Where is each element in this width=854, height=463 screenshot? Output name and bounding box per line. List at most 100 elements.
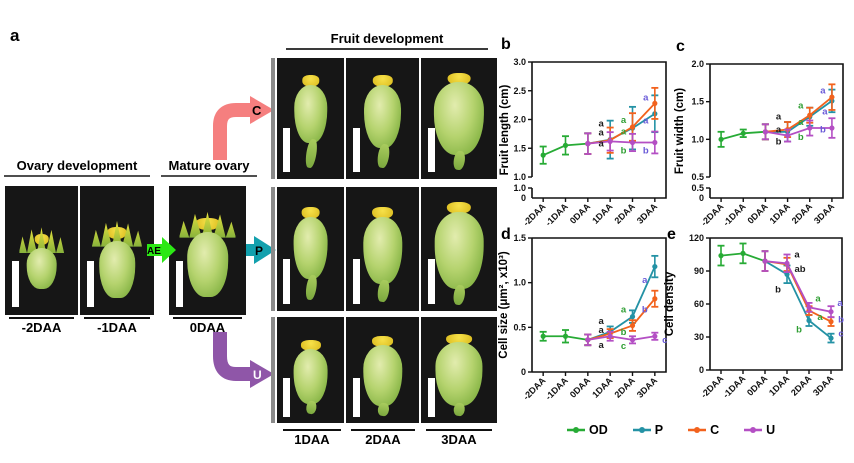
- scale-bar: [86, 260, 94, 308]
- svg-text:120: 120: [689, 233, 704, 243]
- scale-bar: [175, 260, 183, 308]
- legend-label-p: P: [654, 423, 664, 437]
- svg-text:a: a: [621, 304, 627, 315]
- svg-text:a: a: [837, 298, 843, 309]
- svg-text:0DAA: 0DAA: [568, 375, 593, 400]
- svg-text:a: a: [599, 128, 605, 139]
- photo-label-minus1daa: -1DAA: [84, 317, 150, 335]
- svg-text:0: 0: [699, 193, 704, 203]
- svg-text:1.0: 1.0: [513, 278, 526, 288]
- svg-text:a: a: [599, 316, 605, 327]
- scale-bar: [283, 378, 291, 417]
- fruit-photo-u-2daa: [346, 317, 419, 423]
- svg-text:c: c: [838, 329, 843, 340]
- mature-ovary-heading: Mature ovary: [161, 158, 257, 177]
- svg-text:0.5: 0.5: [691, 172, 704, 182]
- svg-text:b: b: [796, 324, 802, 335]
- p-arrow-label: P: [255, 244, 263, 258]
- c-arrow-shape: [213, 103, 251, 160]
- fruit-body: [435, 342, 483, 407]
- svg-text:a: a: [822, 106, 828, 117]
- petal-remnant: [447, 72, 471, 85]
- svg-text:b: b: [621, 327, 627, 338]
- ae-arrow: AE: [147, 237, 176, 263]
- petal-remnant: [446, 333, 472, 345]
- chart-b: 3.02.52.01.51.01.00-2DAA-1DAA0DAA1DAA2DA…: [499, 57, 667, 228]
- grid-label-2daa: 2DAA: [351, 429, 415, 447]
- legend-item-u: U: [743, 423, 775, 437]
- svg-text:1.5: 1.5: [691, 97, 704, 107]
- svg-text:a: a: [776, 125, 782, 136]
- svg-text:0.5: 0.5: [691, 183, 704, 193]
- ovary-development-heading: Ovary development: [4, 158, 150, 177]
- svg-text:2DAA: 2DAA: [613, 375, 638, 400]
- svg-text:a: a: [776, 112, 782, 123]
- ae-arrow-label: AE: [147, 246, 161, 257]
- fruit-body: [362, 216, 403, 284]
- svg-text:-2DAA: -2DAA: [699, 373, 726, 400]
- svg-text:b: b: [798, 132, 804, 143]
- legend-item-od: OD: [566, 423, 608, 437]
- scale-bar: [427, 258, 435, 304]
- row-bar-u: [271, 317, 275, 423]
- petal-remnant: [372, 74, 393, 88]
- panel-label-c: c: [676, 38, 685, 55]
- svg-text:c: c: [621, 341, 626, 352]
- c-arrow-label: C: [252, 103, 262, 118]
- svg-text:a: a: [643, 93, 649, 104]
- scale-bar: [283, 258, 291, 304]
- svg-text:b: b: [621, 146, 627, 157]
- svg-text:a: a: [815, 294, 821, 305]
- svg-text:-2DAA: -2DAA: [521, 375, 548, 402]
- svg-text:a: a: [820, 85, 826, 96]
- svg-text:0.5: 0.5: [513, 322, 526, 332]
- legend-marker-od: [567, 427, 585, 433]
- svg-text:a: a: [798, 117, 804, 128]
- p-arrow-shape: [246, 236, 276, 264]
- petal-remnant: [301, 206, 320, 220]
- chart-d: 1.51.00.50-2DAA-1DAA0DAA1DAA2DAA3DAAaaaa…: [498, 233, 667, 402]
- ae-arrow-shape: [147, 237, 176, 263]
- ovary-body: [26, 247, 57, 290]
- fruit-photo-u-3daa: [421, 317, 497, 423]
- svg-text:b: b: [643, 146, 649, 157]
- svg-text:2.5: 2.5: [513, 86, 526, 96]
- svg-text:3.0: 3.0: [513, 57, 526, 67]
- fruit-photo-c-2daa: [346, 58, 419, 179]
- legend-marker-u: [744, 427, 763, 433]
- svg-text:ab: ab: [794, 264, 805, 275]
- c-arrow-head: [250, 96, 274, 124]
- svg-text:a: a: [599, 340, 605, 351]
- svg-text:Cell size (μm², x10³): Cell size (μm², x10³): [498, 251, 510, 359]
- petal-remnant: [371, 206, 394, 220]
- panel-label-a: a: [10, 26, 20, 45]
- svg-text:b: b: [642, 304, 648, 315]
- fruit-photo-u-1daa: [277, 317, 344, 423]
- fruit-stem: [303, 138, 319, 169]
- svg-text:1.0: 1.0: [513, 183, 526, 193]
- svg-text:-1DAA: -1DAA: [721, 373, 748, 400]
- fruit-body: [434, 211, 484, 289]
- svg-text:2.0: 2.0: [691, 59, 704, 69]
- legend-marker-c: [688, 427, 707, 433]
- fruit-stem: [376, 402, 390, 417]
- u-arrow-head: [250, 360, 274, 388]
- svg-text:1.0: 1.0: [513, 172, 526, 182]
- legend-label-u: U: [766, 423, 776, 437]
- row-bar-c: [271, 58, 275, 179]
- svg-text:a: a: [621, 115, 627, 126]
- svg-text:Fruit width (cm): Fruit width (cm): [674, 88, 686, 174]
- petal-remnant: [300, 340, 321, 351]
- fruit-development-heading: Fruit development: [286, 31, 488, 50]
- c-arrow: C: [213, 96, 274, 160]
- svg-text:1.5: 1.5: [513, 143, 526, 153]
- legend-label-od: OD: [589, 423, 608, 437]
- svg-text:2.0: 2.0: [513, 115, 526, 125]
- p-arrow: P: [246, 236, 276, 264]
- fruit-stem: [452, 150, 467, 172]
- scale-bar: [283, 128, 291, 172]
- ovary-body: [186, 232, 229, 297]
- svg-text:a: a: [599, 119, 605, 130]
- chart-e: 1209060300-2DAA-1DAA0DAA1DAA2DAA3DAAaabb…: [664, 233, 844, 400]
- petal-remnant: [371, 336, 394, 347]
